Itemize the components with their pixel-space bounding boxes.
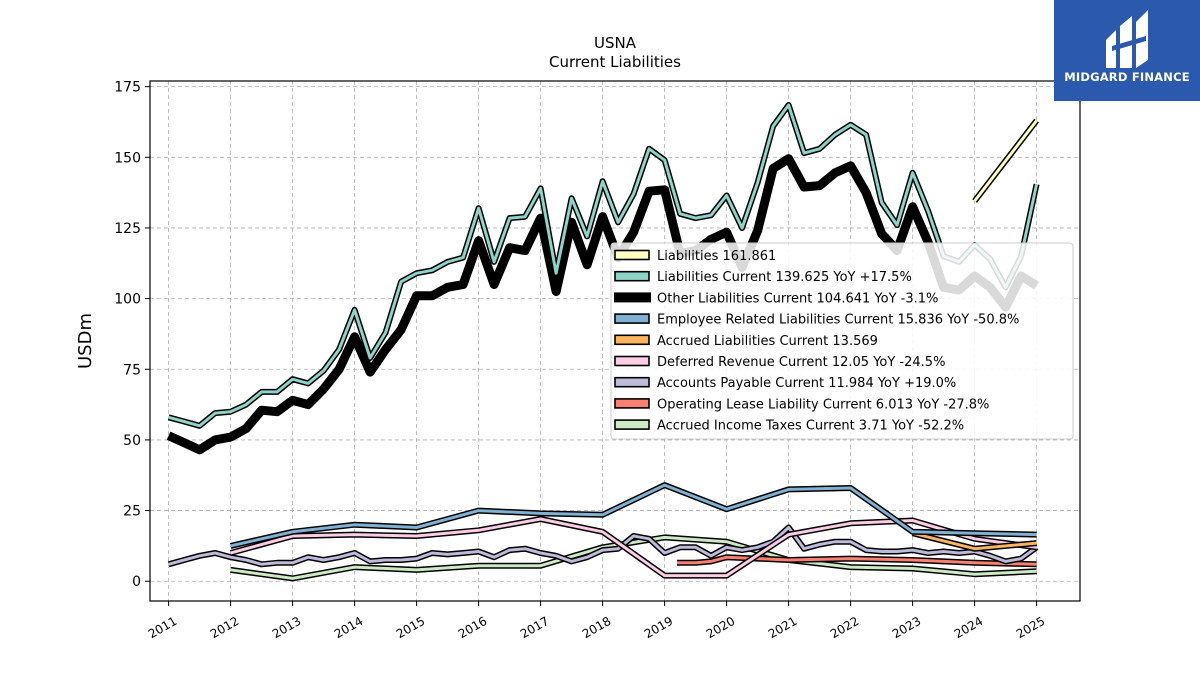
x-tick-label: 2025 xyxy=(1014,614,1047,641)
series-6 xyxy=(167,524,1039,568)
y-tick-label: 175 xyxy=(114,80,141,96)
chart-subtitle: Current Liabilities xyxy=(549,53,681,71)
legend-item: Accrued Liabilities Current 13.569 xyxy=(614,334,878,349)
y-tick-label: 25 xyxy=(123,504,141,520)
series-line xyxy=(230,483,1037,548)
legend-box xyxy=(610,242,1074,440)
x-tick-label: 2022 xyxy=(828,614,861,641)
plot-series xyxy=(166,102,1040,582)
legend-item: Liabilities 161.861 xyxy=(614,249,776,264)
series-3 xyxy=(229,482,1037,549)
legend-swatch xyxy=(614,376,650,388)
brand-name: MIDGARD FINANCE xyxy=(1064,70,1190,84)
x-tick-label: 2016 xyxy=(456,614,489,641)
y-axis: 0 25 50 75 100 125 150 175 xyxy=(114,80,150,590)
legend-item: Liabilities Current 139.625 YoY +17.5% xyxy=(614,270,912,285)
chart-title: USNA xyxy=(594,34,637,52)
y-tick-label: 50 xyxy=(123,433,141,449)
x-tick-label: 2019 xyxy=(642,614,675,641)
legend-label: Liabilities Current 139.625 YoY +17.5% xyxy=(657,270,912,285)
midgard-logo-icon xyxy=(1106,10,1148,68)
legend-label: Other Liabilities Current 104.641 YoY -3… xyxy=(657,291,938,306)
series-line xyxy=(677,555,1037,566)
y-axis-label: USDm xyxy=(75,313,96,369)
series-7 xyxy=(677,554,1037,568)
plot-frame xyxy=(149,80,1081,602)
legend-label: Accounts Payable Current 11.984 YoY +19.… xyxy=(657,376,956,391)
series-0 xyxy=(972,118,1039,203)
legend-label: Liabilities 161.861 xyxy=(657,249,776,264)
y-tick-label: 100 xyxy=(114,292,141,308)
y-tick-label: 75 xyxy=(123,362,141,378)
series-1 xyxy=(167,102,1040,429)
series-line xyxy=(230,535,1037,580)
x-tick-label: 2011 xyxy=(146,614,179,641)
legend-item: Accounts Payable Current 11.984 YoY +19.… xyxy=(614,376,956,391)
legend-swatch xyxy=(614,334,650,346)
y-tick-label: 0 xyxy=(132,574,141,590)
legend-item: Accrued Income Taxes Current 3.71 YoY -5… xyxy=(614,419,964,434)
legend-label: Operating Lease Liability Current 6.013 … xyxy=(657,397,989,412)
legend-label: Accrued Liabilities Current 13.569 xyxy=(657,334,878,349)
series-line xyxy=(168,526,1038,566)
y-tick-label: 125 xyxy=(114,221,141,237)
x-tick-label: 2015 xyxy=(394,614,427,641)
legend-label: Deferred Revenue Current 12.05 YoY -24.5… xyxy=(657,355,945,370)
x-axis: 2011 2012 2013 2014 2015 2016 2017 2018 2019 2020… xyxy=(146,601,1047,641)
series-line xyxy=(973,119,1038,203)
legend-swatch xyxy=(614,249,650,261)
legend-label: Employee Related Liabilities Current 15.… xyxy=(657,313,1019,328)
legend-item: Other Liabilities Current 104.641 YoY -3… xyxy=(614,291,938,306)
legend-item: Deferred Revenue Current 12.05 YoY -24.5… xyxy=(614,355,945,370)
legend-swatch xyxy=(614,270,650,282)
y-tick-label: 150 xyxy=(114,150,141,166)
x-tick-label: 2023 xyxy=(890,614,923,641)
x-tick-label: 2014 xyxy=(332,614,365,641)
legend-item: Operating Lease Liability Current 6.013 … xyxy=(614,397,989,412)
legend-swatch xyxy=(614,355,650,367)
legend-swatch xyxy=(614,313,650,324)
x-tick-label: 2021 xyxy=(766,614,799,641)
legend: Liabilities 161.861 Liabilities Current 1… xyxy=(610,242,1074,440)
x-tick-label: 2012 xyxy=(208,614,241,641)
x-tick-label: 2020 xyxy=(704,614,737,641)
legend-swatch xyxy=(614,398,650,409)
x-tick-label: 2017 xyxy=(518,614,551,641)
brand-logo: MIDGARD FINANCE xyxy=(1054,0,1200,101)
x-tick-label: 2018 xyxy=(580,614,613,641)
series-4 xyxy=(911,530,1037,552)
series-line xyxy=(168,103,1039,428)
x-tick-label: 2024 xyxy=(952,614,985,641)
legend-swatch xyxy=(614,292,651,303)
series-8 xyxy=(230,534,1037,582)
legend-item: Employee Related Liabilities Current 15.… xyxy=(614,313,1019,328)
legend-label: Accrued Income Taxes Current 3.71 YoY -5… xyxy=(657,419,964,434)
legend-swatch xyxy=(614,419,650,430)
series-line xyxy=(912,531,1037,551)
x-tick-label: 2013 xyxy=(270,614,303,641)
